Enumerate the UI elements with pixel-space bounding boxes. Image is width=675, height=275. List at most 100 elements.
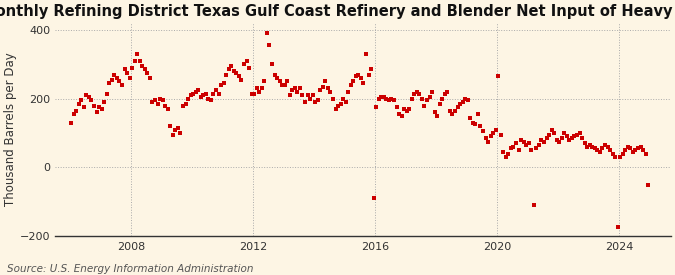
Point [279, 83, 290, 87]
Point [348, 79, 358, 84]
Point [386, 97, 397, 101]
Point [343, 90, 354, 94]
Point [340, 100, 351, 104]
Point [625, 146, 636, 151]
Point [71, 108, 82, 113]
Point [363, 72, 374, 77]
Point [99, 100, 109, 104]
Point [521, 143, 532, 147]
Point [592, 148, 603, 152]
Point [467, 120, 478, 125]
Point [130, 59, 140, 63]
Point [628, 150, 639, 154]
Point [615, 155, 626, 159]
Point [218, 81, 229, 86]
Point [498, 150, 509, 154]
Point [409, 91, 420, 96]
Point [391, 105, 402, 109]
Point [300, 100, 310, 104]
Point [294, 86, 305, 90]
Point [595, 150, 605, 154]
Point [346, 83, 356, 87]
Point [412, 90, 423, 94]
Point [208, 91, 219, 96]
Point [198, 93, 209, 97]
Point [188, 91, 198, 96]
Point [556, 136, 567, 140]
Point [310, 100, 321, 104]
Point [244, 65, 254, 70]
Point [264, 43, 275, 48]
Point [76, 98, 86, 103]
Point [297, 93, 308, 97]
Point [404, 107, 414, 111]
Point [450, 108, 460, 113]
Point [101, 91, 112, 96]
Point [132, 52, 142, 56]
Point [330, 107, 341, 111]
Point [119, 67, 130, 72]
Point [429, 110, 440, 115]
Point [97, 107, 107, 111]
Point [569, 134, 580, 139]
Point [564, 138, 575, 142]
Point [155, 97, 165, 101]
Point [455, 102, 466, 106]
Point [238, 62, 249, 67]
Point [572, 133, 583, 137]
Point [127, 65, 138, 70]
Point [632, 146, 643, 151]
Point [546, 127, 557, 132]
Point [460, 97, 470, 101]
Point [587, 145, 597, 149]
Point [157, 98, 168, 103]
Point [234, 74, 244, 79]
Point [287, 88, 298, 92]
Point [267, 62, 277, 67]
Point [432, 114, 443, 118]
Point [434, 102, 445, 106]
Point [216, 83, 227, 87]
Point [259, 79, 270, 84]
Point [277, 83, 288, 87]
Point [529, 203, 539, 207]
Point [107, 78, 117, 82]
Point [495, 133, 506, 137]
Point [414, 91, 425, 96]
Point [635, 145, 646, 149]
Point [503, 152, 514, 156]
Point [488, 131, 499, 135]
Point [142, 71, 153, 75]
Point [134, 59, 145, 63]
Point [373, 97, 384, 101]
Point [228, 69, 239, 73]
Point [523, 141, 534, 145]
Point [304, 97, 315, 101]
Point [551, 138, 562, 142]
Point [472, 112, 483, 116]
Point [585, 143, 595, 147]
Point [195, 95, 206, 99]
Point [612, 225, 623, 230]
Point [539, 139, 549, 144]
Point [376, 95, 387, 99]
Point [274, 79, 285, 84]
Point [396, 114, 407, 118]
Point [389, 98, 400, 103]
Point [531, 146, 542, 151]
Point [241, 59, 252, 63]
Point [608, 152, 618, 156]
Point [144, 76, 155, 80]
Point [618, 152, 628, 156]
Point [579, 141, 590, 145]
Point [117, 83, 128, 87]
Point [513, 148, 524, 152]
Point [333, 103, 344, 108]
Point [231, 71, 242, 75]
Point [137, 64, 148, 68]
Point [323, 86, 333, 90]
Point [307, 93, 318, 97]
Point [200, 91, 211, 96]
Point [221, 72, 232, 77]
Point [424, 95, 435, 99]
